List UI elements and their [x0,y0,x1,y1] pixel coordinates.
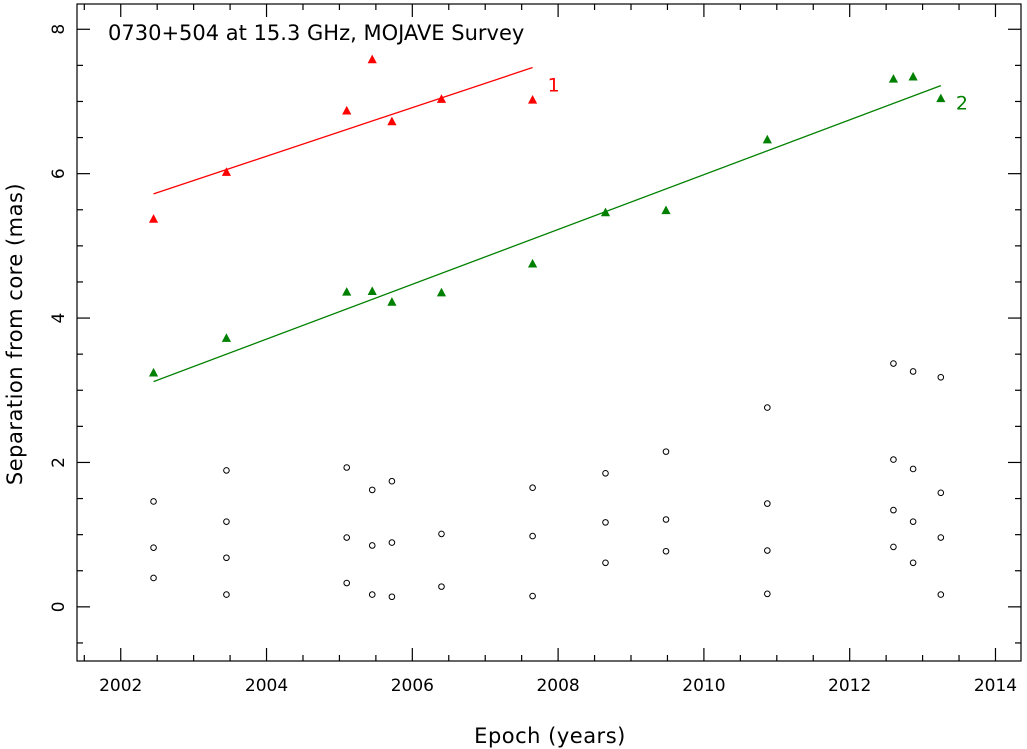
triangle-point-2 [342,287,352,296]
triangle-point-2 [600,207,611,217]
circle-point [343,464,351,471]
triangle-point-1 [436,94,447,103]
circle-point [223,467,230,474]
circle-point [368,591,376,598]
circle-point [890,360,897,367]
y-axis-label: Separation from core (mas) [3,183,27,485]
circle-point [150,574,157,582]
circle-point [388,539,396,546]
triangle-point-1 [342,105,352,115]
circle-point [890,543,897,551]
axis-ticks [77,4,1021,661]
circle-point [438,583,445,590]
circle-point [764,500,771,507]
circle-point [388,593,396,601]
circle-point [150,544,157,551]
circle-point [937,591,945,598]
series-label-2: 2 [956,93,968,115]
circle-point [223,554,230,562]
circle-point [223,591,230,598]
triangle-point-2 [888,74,899,83]
circle-point [764,547,771,554]
triangle-point-2 [527,258,538,268]
circle-point [890,506,897,514]
triangle-point-2 [762,134,772,144]
x-tick-label: 2004 [245,676,288,696]
triangle-point-2 [908,71,918,81]
series-label-1: 1 [548,75,560,97]
circle-point [602,469,609,477]
data-points [148,54,946,601]
x-tick-label: 2010 [682,676,725,696]
triangle-point-2 [367,286,377,295]
circle-point [529,532,536,540]
triangle-point-2 [221,333,232,342]
triangle-point-1 [527,95,538,104]
x-tick-label: 2008 [536,676,579,696]
chart-title: 0730+504 at 15.3 GHz, MOJAVE Survey [108,21,524,45]
circle-point [602,559,609,567]
circle-point [602,519,609,526]
x-axis-label: Epoch (years) [474,724,626,748]
series-labels: 12 [548,75,968,115]
triangle-point-2 [936,93,946,103]
circle-point [343,579,351,587]
circle-point [764,590,771,598]
triangle-point-1 [221,167,232,176]
y-tick-label: 0 [49,601,69,612]
circle-point [388,477,396,485]
fit-lines [153,66,942,383]
circle-point [909,368,917,375]
circle-point [343,534,351,541]
circle-point [223,518,230,525]
circle-point [909,465,917,473]
triangle-point-1 [387,116,397,126]
fit-line-2 [153,84,942,383]
circle-point [909,518,917,525]
circle-point [438,530,445,538]
circle-point [937,534,945,541]
x-tick-label: 2012 [828,676,871,696]
triangle-point-2 [387,297,397,306]
x-tick-label: 2006 [391,676,434,696]
circle-point [937,489,945,497]
triangle-point-2 [436,287,447,297]
circle-point [150,498,157,505]
circle-point [764,404,771,411]
y-tick-label: 4 [49,313,69,324]
circle-point [662,516,670,523]
circle-point [909,559,917,567]
plot-frame [76,3,1022,662]
y-tick-label: 6 [49,168,69,179]
triangle-point-1 [148,214,159,223]
circle-point [890,456,897,463]
triangle-point-2 [148,367,159,377]
y-tick-label: 2 [49,457,69,468]
tick-labels: 2002 2004 2006 2008 2010 2012 2014 0 2 4 6 8 [49,24,1017,696]
x-tick-label: 2002 [99,676,142,696]
circle-point [529,484,536,492]
circle-point [529,592,536,600]
circle-point [662,448,670,455]
circle-point [368,486,376,494]
circle-point [662,547,670,555]
circle-point [368,542,376,549]
fit-line-1 [153,66,533,195]
circle-point [937,373,945,381]
y-tick-label: 8 [49,24,69,35]
x-tick-label: 2014 [974,676,1017,696]
triangle-point-1 [367,54,377,64]
triangle-point-2 [661,205,671,215]
